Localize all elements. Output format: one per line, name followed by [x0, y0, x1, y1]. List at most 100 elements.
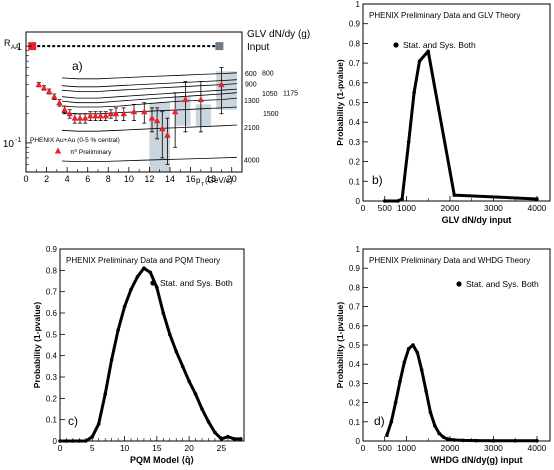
theory-curve	[61, 106, 237, 115]
y-tick-label: 0.3	[349, 379, 361, 388]
data-point	[109, 358, 114, 362]
theory-curve-label: 2100	[244, 125, 260, 132]
data-point	[411, 343, 415, 347]
data-point	[406, 347, 411, 351]
data-point	[58, 439, 62, 443]
probability-curve	[60, 266, 241, 443]
data-point	[491, 439, 496, 443]
data-point	[474, 438, 478, 443]
data-point	[446, 437, 450, 441]
x-tick-label: 2000	[441, 443, 460, 453]
data-point	[97, 112, 104, 119]
legend-label: Stat. and Sys. Both	[466, 279, 539, 289]
theory-curve-label: 1175	[283, 91, 298, 98]
x-tick-label: 4000	[527, 203, 546, 213]
data-point	[412, 90, 416, 95]
x-tick-label: 10	[124, 174, 134, 184]
x-tick-label: 20	[184, 443, 194, 453]
data-point	[120, 110, 127, 117]
panel-b: 0 0.1 0.2 0.3 0.4 0.5 0.6 0.7 0.8 0.9 1 0 500 1000 200…	[335, 0, 551, 225]
probability-curve	[384, 49, 538, 203]
data-point	[382, 199, 387, 203]
data-point	[142, 266, 146, 271]
data-point	[174, 349, 179, 354]
x-tick-label: 18	[206, 174, 216, 184]
y-tick-label: 0.4	[349, 118, 361, 127]
x-tick-label: 10	[120, 443, 130, 453]
data-point	[122, 304, 127, 309]
theory-curve	[61, 72, 237, 80]
data-point	[461, 438, 465, 443]
data-point	[64, 439, 69, 443]
y-tick-label: 10	[3, 139, 15, 150]
data-point	[187, 379, 191, 384]
y-tick-label: 0.7	[349, 59, 361, 68]
y-tick-label: 0.1	[349, 418, 361, 427]
data-point	[159, 125, 166, 132]
x-tick-label: 4	[65, 174, 70, 184]
data-point	[395, 199, 400, 203]
x-tick-label: 3000	[484, 443, 503, 453]
panel-c: 0 0.1 0.2 0.3 0.4 0.5 0.6 0.7 0.8 0.9 0 5 10 15 20 25 PH…	[32, 245, 245, 465]
data-point	[96, 422, 101, 426]
x-tick-label: 0	[361, 443, 366, 453]
data-point	[164, 131, 171, 138]
data-point	[45, 87, 53, 94]
y-tick-label: 0.6	[46, 309, 58, 318]
panel-label: b)	[372, 173, 383, 187]
y-tick-label: 0.8	[349, 39, 361, 48]
theory-curve	[61, 92, 237, 104]
x-tick-label: 16	[186, 174, 196, 184]
theory-curve	[61, 83, 237, 92]
data-point	[148, 114, 156, 121]
data-point	[35, 81, 43, 88]
data-point	[385, 433, 389, 438]
data-point	[206, 420, 211, 424]
data-point	[213, 430, 217, 435]
theory-header: GLV dN/dy (g)	[247, 29, 310, 40]
y-tick-label: 0	[53, 437, 58, 446]
legend-marker	[150, 280, 156, 286]
sys-error-box	[195, 104, 212, 126]
data-point	[424, 389, 428, 393]
data-point	[389, 420, 394, 424]
x-tick-label: 0	[23, 174, 28, 184]
data-point	[90, 434, 95, 439]
sys-error-box	[175, 96, 191, 126]
y-tick-label: 1	[356, 245, 361, 254]
data-point	[182, 96, 189, 103]
panel-label: d)	[374, 414, 385, 428]
theory-curve	[61, 88, 237, 99]
y-tick-label: 0	[356, 437, 361, 446]
data-point	[167, 332, 172, 337]
y-tick-label: 0.2	[349, 158, 361, 167]
y-tick-label: 0.8	[349, 283, 361, 292]
x-axis-label: WHDG dN/dy(g) input	[431, 455, 523, 465]
theory-curve-label: 1050	[262, 91, 278, 98]
theory-curve-label: 900	[245, 82, 257, 89]
data-point	[535, 197, 539, 201]
data-point	[513, 439, 518, 443]
data-point	[398, 379, 402, 384]
theory-curve	[61, 124, 237, 132]
data-point	[238, 437, 243, 441]
data-point	[437, 431, 441, 436]
plot-frame	[362, 248, 551, 442]
y-tick-label: 1	[356, 0, 361, 9]
data-point	[535, 439, 539, 443]
y-axis-label: Probability (1-pvalue)	[335, 302, 345, 389]
probability-curve	[385, 343, 537, 443]
theory-curve-label: 1500	[263, 111, 279, 118]
chart-title: PHENIX Preliminary Data and GLV Theory	[369, 11, 520, 20]
theory-curve-label: 4000	[244, 157, 260, 164]
chart-title: PHENIX Preliminary Data and WHDG Theory	[369, 256, 530, 265]
data-point	[61, 106, 68, 113]
data-point	[232, 437, 237, 441]
x-tick-label: 14	[165, 174, 175, 184]
data-point	[76, 114, 84, 121]
data-point	[419, 368, 424, 372]
data-point	[441, 435, 446, 439]
data-point	[193, 392, 198, 396]
